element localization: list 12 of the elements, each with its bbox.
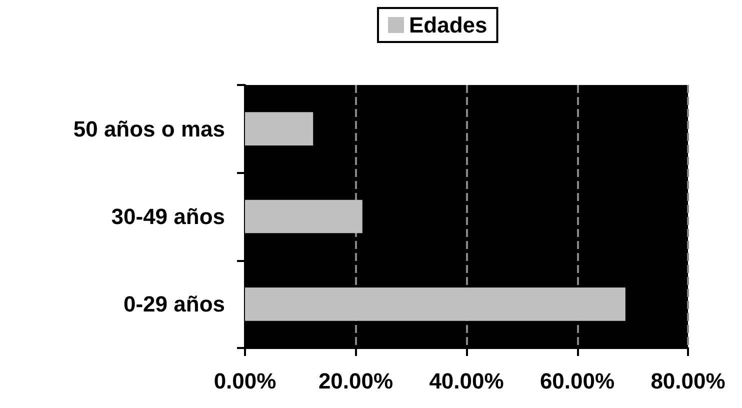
x-tick-label: 0.00% (214, 368, 276, 394)
x-tick-label: 40.00% (429, 368, 504, 394)
x-tick-label: 60.00% (540, 368, 615, 394)
x-tick-label: 20.00% (318, 368, 394, 394)
bar (245, 200, 362, 234)
x-tick-label: 80.00% (650, 368, 726, 394)
bar (245, 112, 314, 146)
y-tick-label: 0-29 años (124, 292, 225, 317)
y-tick-label: 30-49 años (111, 204, 225, 229)
bar (245, 288, 626, 321)
legend-label: Edades (409, 12, 488, 38)
y-tick-label: 50 años o mas (73, 116, 225, 142)
